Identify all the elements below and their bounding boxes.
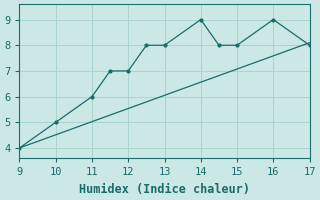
X-axis label: Humidex (Indice chaleur): Humidex (Indice chaleur) [79, 183, 250, 196]
